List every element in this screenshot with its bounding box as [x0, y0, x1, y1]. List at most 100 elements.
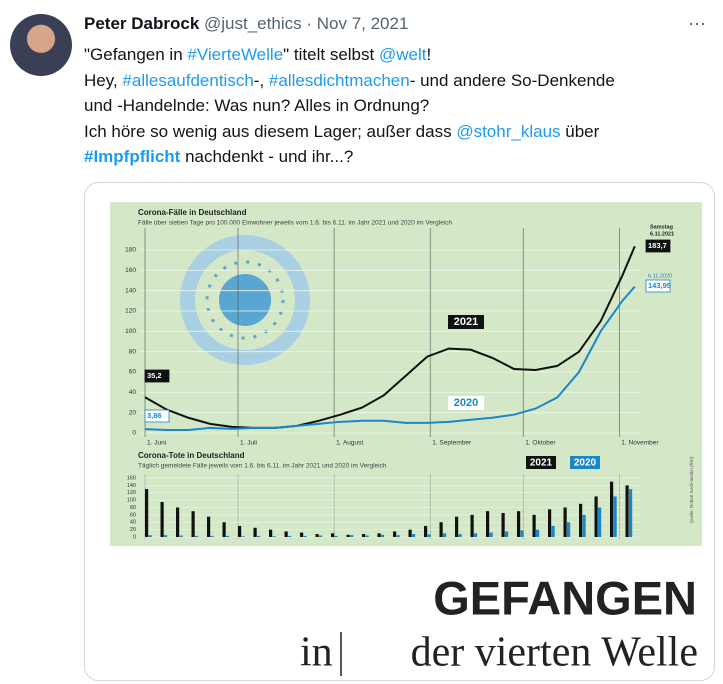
y-tick-label: 160: [127, 475, 136, 481]
author[interactable]: Peter Dabrock: [84, 14, 200, 33]
bar: [629, 489, 633, 537]
y-tick-label: 140: [127, 483, 136, 489]
bar: [207, 516, 211, 537]
bar: [458, 534, 462, 537]
text: !: [426, 45, 432, 64]
bar: [179, 535, 183, 537]
link[interactable]: #Impfpflicht: [84, 147, 181, 166]
line-series: [144, 285, 636, 431]
bar: [319, 535, 323, 537]
text-line: "Gefangen in #VierteWelle" titelt selbst…: [84, 42, 615, 68]
separator: ·: [306, 14, 312, 33]
link[interactable]: #allesdichtmachen: [268, 70, 410, 90]
link[interactable]: #VierteWelle: [187, 45, 284, 64]
bar: [470, 514, 474, 537]
bar: [486, 511, 490, 537]
bar: [365, 535, 369, 537]
y-tick-label: 140: [125, 287, 136, 294]
chart-title: Corona-Fälle in Deutschland: [138, 208, 247, 217]
bar: [195, 535, 199, 537]
legend-box: [448, 396, 484, 410]
bar: [238, 525, 242, 537]
y-tick-label: 20: [129, 409, 137, 416]
bar: [489, 532, 493, 537]
text: " titelt selbst: [283, 45, 379, 64]
x-tick-label: 1. September: [432, 440, 472, 447]
text-line: Ich höre so wenig aus diesem Lager; auße…: [84, 119, 615, 145]
bar: [176, 507, 180, 537]
bar: [520, 530, 524, 537]
bar: [582, 514, 586, 537]
tweet-text: "Gefangen in #VierteWelle" titelt selbst…: [84, 42, 615, 170]
line-series: [144, 245, 636, 429]
handle[interactable]: @just_ethics: [204, 14, 302, 33]
avatar[interactable]: [10, 14, 72, 76]
bar: [334, 535, 338, 537]
text: Hey,: [84, 70, 123, 90]
text: "Gefangen in: [84, 45, 188, 64]
bar: [241, 536, 245, 537]
x-tick-label: 1. Juni: [147, 440, 166, 447]
link[interactable]: @welt: [378, 45, 427, 64]
bar: [474, 533, 478, 537]
bar: [226, 535, 230, 537]
bar: [517, 511, 521, 537]
text-line: #Impfpflicht nachdenkt - und ihr...?: [84, 144, 615, 170]
bar: [610, 481, 614, 537]
y-tick-label: 0: [132, 430, 136, 437]
bar: [210, 535, 214, 537]
legend-box: [570, 456, 600, 469]
bar: [222, 522, 226, 537]
bar: [303, 535, 307, 537]
value-label: 35,2: [147, 371, 162, 380]
bar: [269, 529, 273, 537]
text: -,: [253, 70, 269, 90]
bar: [191, 511, 195, 537]
text-line: und -Handelnde: Was nun? Alles in Ordnun…: [84, 93, 615, 119]
y-tick-label: 40: [129, 389, 137, 396]
annotation: 6.11.2020: [648, 273, 672, 279]
x-tick-label: 1. August: [336, 440, 363, 447]
bar: [331, 533, 335, 537]
annotation: 6.11.2021: [650, 231, 674, 237]
bar: [536, 529, 540, 537]
y-tick-label: 100: [125, 328, 136, 335]
legend-label: 2021: [530, 458, 553, 469]
y-tick-label: 0: [133, 534, 136, 540]
bar: [613, 496, 617, 537]
tweet-header: Peter Dabrock @just_ethics · Nov 7, 2021: [84, 14, 408, 34]
legend-label: 2020: [454, 397, 478, 409]
bar: [272, 536, 276, 537]
link[interactable]: @stohr_klaus: [456, 121, 561, 141]
date[interactable]: Nov 7, 2021: [316, 14, 409, 33]
value-label-box: [144, 409, 170, 423]
chart-title: Corona-Tote in Deutschland: [138, 451, 245, 460]
text: über: [560, 121, 600, 141]
bar: [362, 534, 366, 537]
y-tick-label: 60: [130, 512, 136, 518]
text: und -Handelnde: Was nun? Alles in Ordnun…: [84, 96, 430, 115]
bar: [598, 507, 602, 537]
bar: [548, 509, 552, 537]
bar: [412, 534, 416, 537]
more-menu[interactable]: ⋯: [688, 14, 706, 34]
legend-box: [448, 315, 484, 329]
legend-label: 2021: [454, 316, 478, 328]
annotation: Samstag: [650, 224, 673, 230]
source: Quelle: Robert Koch-Institut (RKI): [689, 456, 694, 524]
bar: [427, 534, 431, 537]
bar: [145, 489, 149, 537]
bar: [160, 501, 164, 537]
y-tick-label: 80: [130, 505, 136, 511]
bar: [396, 535, 400, 537]
bar: [455, 516, 459, 537]
bar: [350, 535, 354, 537]
bar: [393, 531, 397, 537]
bar: [253, 527, 257, 537]
bar: [551, 525, 555, 537]
bar: [505, 531, 509, 537]
chart-subtitle: Fälle über sieben Tage pro 100.000 Einwo…: [138, 220, 453, 227]
value-label-box: [645, 279, 671, 293]
link[interactable]: #allesaufdentisch: [122, 70, 254, 90]
